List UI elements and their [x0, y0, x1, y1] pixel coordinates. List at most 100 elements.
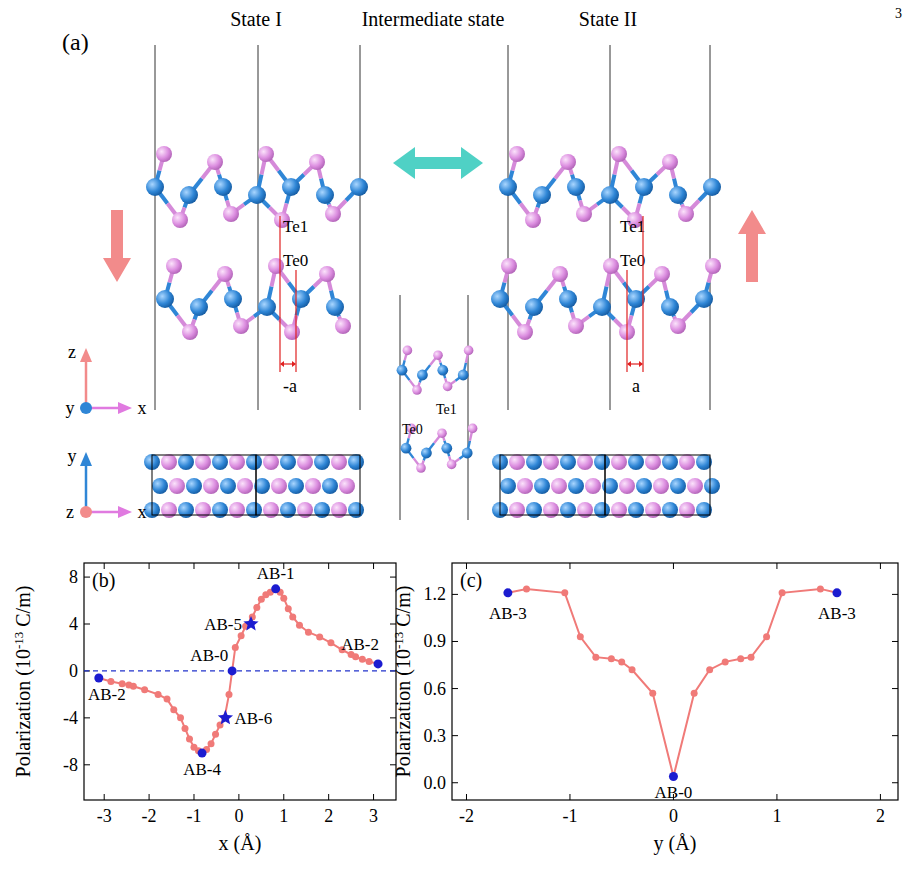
metal-atom — [292, 290, 310, 308]
state-point — [198, 749, 207, 758]
x-tick — [193, 794, 194, 800]
x-tick-label: 0 — [669, 806, 678, 826]
te-atom — [268, 258, 284, 274]
te-atom — [319, 266, 335, 282]
guide-line — [626, 270, 627, 372]
y-tick — [84, 764, 90, 765]
data-point — [833, 589, 840, 596]
te-atom — [297, 502, 313, 518]
x-tick-label: 0 — [234, 806, 243, 826]
x-tick — [149, 563, 150, 569]
state-point — [228, 666, 237, 675]
y-tick — [892, 688, 898, 689]
star-point — [218, 710, 233, 724]
state-title: Intermediate state — [362, 8, 505, 30]
data-point — [95, 674, 102, 681]
arrow-head — [80, 452, 92, 466]
arrow-head — [118, 506, 132, 518]
arrow-head — [627, 361, 631, 367]
te-atom — [468, 424, 478, 434]
axis-letter: y — [66, 398, 75, 418]
te-atom — [339, 478, 355, 494]
te-atom — [433, 350, 443, 360]
atom-label: Te1 — [620, 217, 645, 236]
metal-atom — [661, 298, 679, 316]
x-tick-label: 1 — [772, 806, 781, 826]
atom-label: Te0 — [402, 422, 423, 437]
x-tick — [328, 563, 329, 569]
metal-atom — [288, 478, 304, 494]
shift-label: a — [632, 376, 640, 396]
metal-atom — [322, 478, 338, 494]
plot-frame — [452, 563, 898, 800]
cell-box — [152, 455, 256, 515]
te-atom — [335, 318, 351, 334]
y-axis-title-part: -13 — [391, 632, 406, 649]
data-point — [748, 654, 755, 661]
te-atom — [552, 266, 568, 282]
metal-atom — [525, 298, 543, 316]
x-tick-label: -1 — [562, 806, 577, 826]
metal-atom — [662, 454, 678, 470]
metal-atom — [594, 454, 610, 470]
data-point — [670, 773, 677, 780]
data-point — [208, 740, 215, 747]
guide-line — [279, 216, 280, 372]
te-atom — [156, 146, 172, 162]
data-point — [316, 633, 323, 640]
metal-atom — [499, 178, 517, 196]
metal-atom — [560, 454, 576, 470]
point-label: AB-0 — [190, 646, 228, 665]
y-tick — [892, 735, 898, 736]
x-tick — [104, 794, 105, 800]
point-label: AB-0 — [655, 783, 693, 802]
cell-line — [155, 45, 156, 410]
data-line — [508, 589, 837, 777]
data-point — [523, 585, 530, 592]
reference-line — [84, 670, 396, 671]
te-atom — [403, 346, 413, 356]
data-point — [272, 585, 279, 592]
data-point — [352, 653, 359, 660]
te-atom — [611, 454, 627, 470]
te-atom — [509, 454, 525, 470]
te-atom — [237, 478, 253, 494]
te-atom — [679, 454, 695, 470]
y-axis-title: Polarization (10-13 C/m) — [391, 586, 416, 778]
data-point — [359, 656, 366, 663]
x-tick — [880, 794, 881, 800]
data-point — [280, 595, 287, 602]
te-atom — [172, 212, 188, 228]
panel-label: (a) — [62, 29, 89, 55]
te-atom — [166, 258, 182, 274]
y-tick — [452, 782, 458, 783]
point-labels: AB-3AB-0AB-3 — [489, 604, 856, 803]
cell-line — [610, 45, 611, 410]
axis-dot — [80, 402, 92, 414]
metal-atom — [246, 502, 262, 518]
metal-atom — [401, 443, 412, 454]
te-atom — [195, 502, 211, 518]
plot-area — [84, 584, 396, 757]
y-tick — [452, 688, 458, 689]
x-tick-label: -2 — [142, 806, 157, 826]
data-point — [170, 706, 177, 713]
te-atom — [229, 502, 245, 518]
te-atom — [447, 460, 457, 470]
cell-box — [605, 455, 710, 515]
cell-line — [468, 295, 469, 520]
axis-letter: z — [66, 502, 74, 522]
data-point — [763, 633, 770, 640]
data-point — [212, 731, 219, 738]
x-tick — [283, 794, 284, 800]
state-point — [374, 659, 383, 668]
metal-atom — [559, 290, 577, 308]
x-tick — [328, 794, 329, 800]
x-axis-title: x (Å) — [219, 832, 262, 855]
te-atom — [509, 502, 525, 518]
te-atom — [195, 454, 211, 470]
x-axis-title: y (Å) — [654, 832, 697, 855]
te-atom — [207, 154, 223, 170]
te-atom — [653, 478, 669, 494]
x-tick — [238, 794, 239, 800]
